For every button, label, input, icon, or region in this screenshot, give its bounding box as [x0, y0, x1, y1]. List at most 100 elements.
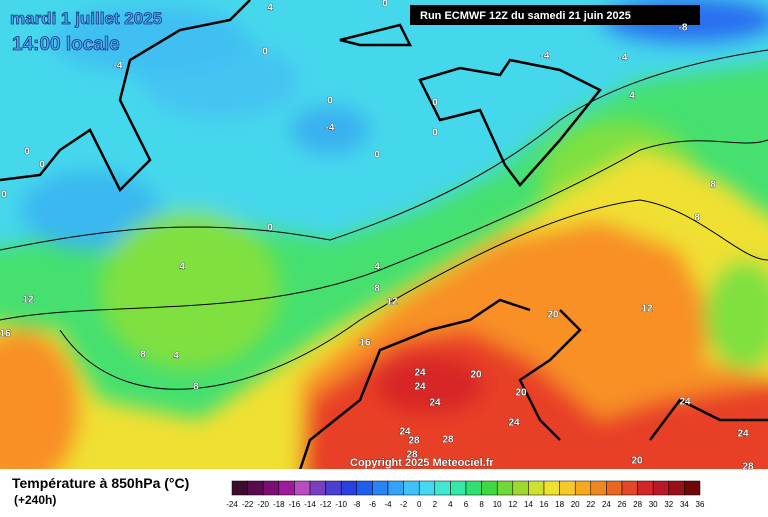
color-swatch	[543, 480, 560, 496]
run-info: Run ECMWF 12Z du samedi 21 juin 2025	[420, 10, 631, 22]
contour-label: 28	[406, 450, 418, 461]
legend-tick-label: 30	[649, 500, 658, 509]
contour-label: 20	[547, 310, 559, 321]
color-swatch	[278, 480, 295, 496]
legend-tick-label: -10	[335, 500, 347, 509]
legend-tick-label: -16	[289, 500, 301, 509]
contour-label: 0	[374, 150, 380, 161]
legend-tick-label: 16	[540, 500, 549, 509]
legend-tick-label: -6	[369, 500, 377, 509]
color-swatch	[481, 480, 498, 496]
color-swatch	[325, 480, 342, 496]
contour-label: 0	[262, 47, 268, 58]
legend-tick-label: 26	[618, 500, 627, 509]
contour-label: 4	[374, 262, 380, 273]
color-swatch	[684, 480, 701, 496]
color-swatch	[309, 480, 326, 496]
contour-label: 24	[414, 368, 426, 379]
legend-tick-label: 2	[433, 500, 438, 509]
contour-label: 0	[267, 223, 273, 234]
coastlines	[0, 0, 768, 469]
temperature-field	[0, 0, 768, 469]
color-swatch	[450, 480, 467, 496]
color-swatch	[418, 480, 436, 496]
contour-label: 0	[432, 98, 438, 109]
color-swatch	[247, 480, 264, 496]
contour-label: 0	[382, 0, 388, 10]
contour-label: 16	[0, 329, 11, 340]
color-swatch	[387, 480, 404, 496]
contour-label: -4	[619, 53, 628, 64]
legend-tick-label: 20	[571, 500, 580, 509]
contour-label: 0	[39, 160, 45, 171]
contour-label: 12	[386, 297, 398, 308]
contour-label: 28	[442, 435, 454, 446]
legend-tick-label: 6	[464, 500, 469, 509]
contour-label: 8	[140, 350, 146, 361]
contour-label: -4	[114, 61, 123, 72]
contour-label: 4	[173, 351, 179, 362]
contour-label: -4	[541, 51, 550, 62]
contour-label: 20	[515, 388, 527, 399]
contour-label: -4	[326, 123, 335, 134]
legend-tick-label: 4	[448, 500, 453, 509]
color-swatch	[340, 480, 358, 496]
contour-label: 12	[22, 295, 34, 306]
contour-label: 24	[414, 382, 426, 393]
color-swatch	[637, 480, 654, 496]
contour-label: 4	[179, 262, 185, 273]
contour-label: 4	[267, 3, 273, 14]
color-swatch	[559, 480, 576, 496]
color-swatch	[465, 480, 482, 496]
contour-label: 8	[374, 284, 380, 295]
color-swatch	[496, 480, 514, 496]
contour-label: 4	[629, 91, 635, 102]
color-swatch	[590, 480, 607, 496]
color-swatch	[652, 480, 670, 496]
legend-tick-label: 14	[524, 500, 533, 509]
legend-title: Température à 850hPa (°C)	[12, 475, 189, 491]
color-swatch	[294, 480, 311, 496]
contour-label: 24	[679, 397, 691, 408]
legend-tick-label: -4	[384, 500, 392, 509]
legend-tick-label: -14	[304, 500, 316, 509]
legend-tick-label: -2	[400, 500, 408, 509]
color-swatch	[356, 480, 373, 496]
color-swatch	[434, 480, 451, 496]
color-swatch	[668, 480, 685, 496]
contour-label: 28	[742, 462, 754, 473]
contour-label: 24	[429, 398, 441, 409]
color-swatch	[262, 480, 280, 496]
legend-tick-label: -8	[353, 500, 361, 509]
color-swatch	[574, 480, 592, 496]
legend-tick-label: 34	[680, 500, 689, 509]
lead-time: (+240h)	[14, 493, 56, 507]
run-box	[410, 5, 700, 25]
legend-tick-label: 32	[664, 500, 673, 509]
legend-tick-label: 24	[602, 500, 611, 509]
legend-tick-label: -18	[273, 500, 285, 509]
color-swatch	[372, 480, 389, 496]
contour-label: 8	[193, 382, 199, 393]
contour-label: 24	[399, 427, 411, 438]
color-swatch	[606, 480, 623, 496]
legend-tick-label: 28	[633, 500, 642, 509]
contour-label: 20	[631, 456, 643, 467]
legend-tick-label: 10	[493, 500, 502, 509]
legend-tick-label: 18	[555, 500, 564, 509]
contour-label: 20	[470, 370, 482, 381]
contour-label: 24	[737, 429, 749, 440]
contour-label: 8	[694, 213, 700, 224]
contour-label: 28	[408, 436, 420, 447]
legend-tick-label: -22	[242, 500, 254, 509]
legend-tick-label: 0	[417, 500, 422, 509]
color-swatch	[528, 480, 545, 496]
contour-label: -8	[679, 23, 688, 34]
time: 14:00 locale	[12, 34, 120, 55]
legend-tick-label: 8	[479, 500, 484, 509]
color-legend: -24 -22 -20 -18 -16 -14 -12 -10 -8 -6 -4 -2 0 2 4 6 8 10 1…	[226, 480, 705, 509]
date: mardi 1 juillet 2025	[10, 9, 162, 28]
contour-label: 12	[641, 304, 653, 315]
